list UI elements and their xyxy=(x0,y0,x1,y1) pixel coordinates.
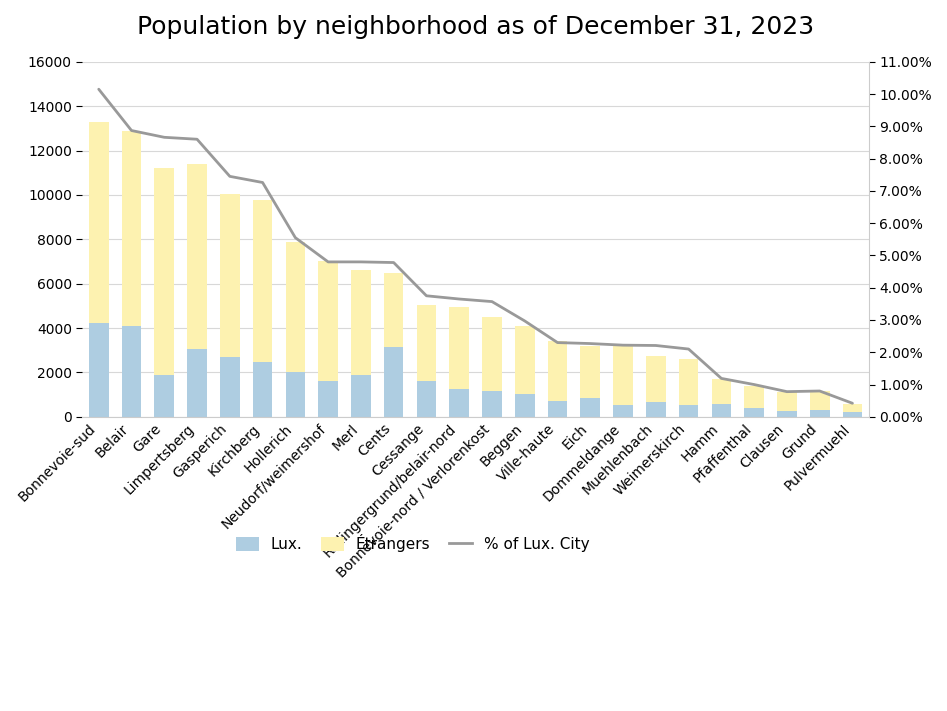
Bar xyxy=(646,356,666,402)
Bar xyxy=(547,341,567,401)
Bar xyxy=(253,363,273,417)
% of Lux. City xyxy=(191,135,203,144)
Bar xyxy=(646,402,666,417)
% of Lux. City xyxy=(126,127,137,135)
Bar xyxy=(515,326,534,393)
% of Lux. City xyxy=(257,178,268,187)
Bar xyxy=(450,389,469,417)
% of Lux. City xyxy=(519,316,530,325)
Bar xyxy=(581,398,600,417)
% of Lux. City xyxy=(355,257,366,266)
Bar xyxy=(843,404,863,412)
% of Lux. City xyxy=(584,339,596,348)
Bar xyxy=(318,381,338,417)
Bar xyxy=(581,346,600,398)
Bar xyxy=(515,393,534,417)
% of Lux. City xyxy=(487,297,498,306)
Bar xyxy=(711,404,731,417)
% of Lux. City xyxy=(552,338,563,347)
% of Lux. City xyxy=(847,399,858,407)
Title: Population by neighborhood as of December 31, 2023: Population by neighborhood as of Decembe… xyxy=(137,15,814,39)
% of Lux. City xyxy=(716,374,727,383)
Bar xyxy=(777,411,796,417)
Bar xyxy=(744,408,764,417)
% of Lux. City xyxy=(290,233,301,242)
Bar xyxy=(547,401,567,417)
% of Lux. City xyxy=(388,258,400,267)
% of Lux. City xyxy=(454,295,465,304)
% of Lux. City xyxy=(781,387,793,396)
% of Lux. City xyxy=(748,380,759,389)
Bar xyxy=(121,131,141,326)
Bar xyxy=(220,357,240,417)
% of Lux. City xyxy=(814,387,826,395)
Bar xyxy=(417,305,437,381)
Bar xyxy=(253,201,273,363)
% of Lux. City xyxy=(651,341,662,350)
Bar xyxy=(810,391,830,410)
Bar xyxy=(482,391,502,417)
Bar xyxy=(318,262,338,381)
Bar xyxy=(286,373,305,417)
Bar xyxy=(711,379,731,404)
% of Lux. City xyxy=(420,292,432,300)
% of Lux. City xyxy=(93,85,104,93)
Bar xyxy=(154,375,174,417)
Bar xyxy=(417,381,437,417)
Bar xyxy=(188,164,206,349)
Bar xyxy=(351,375,370,417)
Bar xyxy=(220,194,240,357)
Bar xyxy=(810,410,830,417)
Bar xyxy=(843,412,863,417)
Bar xyxy=(614,405,633,417)
Bar xyxy=(154,169,174,375)
Bar xyxy=(744,386,764,408)
% of Lux. City xyxy=(224,172,236,181)
Bar xyxy=(614,345,633,405)
Bar xyxy=(679,359,699,405)
Bar xyxy=(188,349,206,417)
Legend: Lux., Étrangers, % of Lux. City: Lux., Étrangers, % of Lux. City xyxy=(229,528,596,558)
Bar xyxy=(351,270,370,375)
Bar xyxy=(89,122,109,323)
% of Lux. City xyxy=(322,257,333,266)
Bar xyxy=(482,317,502,391)
Bar xyxy=(384,272,403,347)
% of Lux. City xyxy=(683,345,694,353)
Bar xyxy=(286,242,305,373)
% of Lux. City xyxy=(617,341,629,349)
Bar xyxy=(450,307,469,389)
Bar xyxy=(384,347,403,417)
Line: % of Lux. City: % of Lux. City xyxy=(98,89,852,403)
Bar xyxy=(679,405,699,417)
Bar xyxy=(121,326,141,417)
% of Lux. City xyxy=(158,133,170,141)
Bar xyxy=(89,323,109,417)
Bar xyxy=(777,392,796,411)
